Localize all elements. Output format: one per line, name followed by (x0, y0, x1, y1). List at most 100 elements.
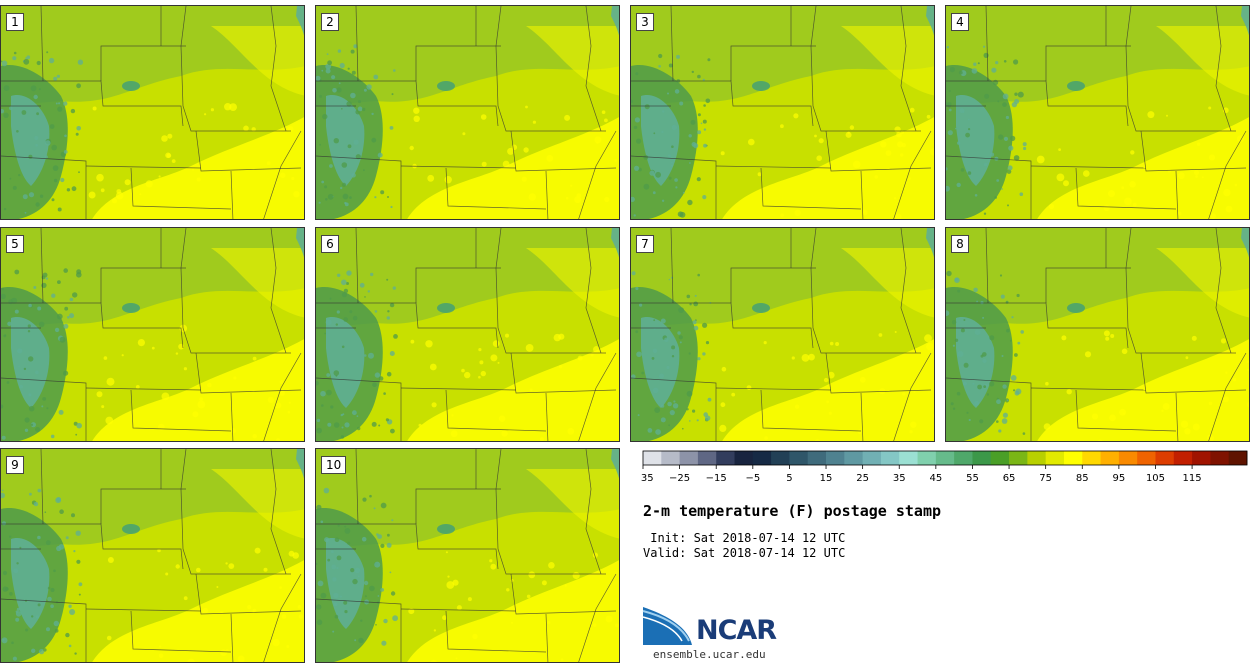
map-state-boundary (445, 167, 547, 210)
map-warm-speckle (780, 124, 784, 129)
map-warm-speckle (553, 333, 561, 342)
map-warm-speckle (525, 344, 534, 352)
map-terrain-speckle (334, 614, 339, 619)
map-terrain-speckle (686, 294, 691, 299)
stamp-panel-9[interactable]: 9 (0, 448, 305, 663)
map-warm-speckle (615, 623, 619, 628)
map-warm-speckle (829, 341, 834, 346)
map-terrain-speckle (3, 85, 10, 91)
map-warm-speckle (567, 427, 575, 435)
map-state-boundary (1030, 165, 1147, 169)
map-warm-speckle (1129, 181, 1136, 188)
map-state-boundary (130, 389, 232, 432)
stamp-panel-8[interactable]: 8 (945, 227, 1250, 442)
map-warm-speckle (107, 557, 114, 563)
map-state-boundary (415, 45, 501, 81)
stamp-panel-1[interactable]: 1 (0, 5, 305, 220)
map-terrain-speckle (359, 282, 365, 288)
colorbar-swatch (1100, 451, 1120, 465)
map-warm-speckle (298, 614, 303, 619)
map-state-boundary (230, 170, 234, 219)
map-terrain-speckle (691, 70, 694, 74)
map-warm-speckle (932, 413, 934, 418)
map-warm-speckle (251, 127, 256, 132)
map-terrain-speckle (1003, 60, 1007, 63)
map-terrain-speckle (703, 128, 707, 131)
map-warm-speckle (592, 623, 597, 627)
stamp-panel-3[interactable]: 3 (630, 5, 935, 220)
map-terrain-speckle (996, 179, 1000, 182)
map-terrain-speckle (78, 593, 81, 596)
map-terrain-speckle (998, 134, 1004, 140)
map-warm-speckle (1247, 368, 1249, 371)
stamp-panel-10[interactable]: 10 (315, 448, 620, 663)
map-state-boundary (670, 6, 674, 82)
map-terrain-speckle (976, 300, 978, 303)
map-terrain-speckle (996, 420, 999, 423)
map-terrain-speckle (636, 351, 642, 358)
map-terrain-speckle (59, 336, 66, 343)
map-terrain-speckle (33, 94, 38, 100)
map-terrain-speckle (686, 390, 693, 397)
map-state-boundary (1, 598, 87, 662)
map-state-boundary (585, 228, 602, 354)
map-terrain-speckle (337, 49, 342, 53)
map-terrain-speckle (41, 405, 44, 408)
map-terrain-speckle (319, 143, 321, 146)
map-warm-speckle (121, 354, 124, 357)
map-terrain-speckle (364, 595, 367, 598)
map-terrain-speckle (375, 624, 377, 626)
map-terrain-speckle (362, 497, 367, 502)
map-state-boundary (900, 228, 917, 354)
map-warm-speckle (780, 213, 784, 218)
map-warm-speckle (413, 107, 420, 114)
map-terrain-speckle (332, 88, 337, 93)
panel-number: 1 (6, 13, 24, 31)
map-terrain-speckle (349, 310, 353, 314)
map-terrain-speckle (390, 205, 393, 209)
map-terrain-feature (122, 524, 140, 534)
map-warm-speckle (900, 153, 904, 157)
map-warm-speckle (263, 567, 268, 572)
map-warm-speckle (548, 562, 555, 569)
map-terrain-speckle (11, 297, 18, 304)
map-terrain-speckle (366, 84, 372, 90)
map-state-boundary (1, 80, 184, 127)
map-terrain-speckle (679, 211, 686, 218)
map-eastern-region (211, 469, 304, 539)
map-warm-speckle (455, 657, 458, 660)
map-terrain-speckle (354, 567, 361, 574)
map-terrain-speckle (36, 112, 39, 116)
map-terrain-speckle (674, 89, 680, 94)
stamp-panel-5[interactable]: 5 (0, 227, 305, 442)
stamp-panel-4[interactable]: 4 (945, 5, 1250, 220)
map-terrain-speckle (387, 310, 390, 313)
map-terrain-speckle (703, 412, 708, 417)
map-terrain-speckle (37, 306, 42, 311)
panel-number: 10 (321, 456, 347, 474)
map-state-boundary (263, 573, 302, 662)
map-state-boundary (355, 6, 359, 82)
map-state-boundary (100, 267, 186, 303)
colorbar-swatch (1137, 451, 1156, 465)
map-terrain-speckle (958, 70, 963, 75)
map-lake-superior (611, 6, 619, 36)
map-warm-speckle (442, 615, 447, 621)
map-terrain-speckle (378, 424, 381, 427)
website-url[interactable]: ensemble.ucar.edu (653, 648, 766, 661)
map-warm-speckle (878, 333, 883, 337)
map-warm-speckle (1061, 335, 1067, 341)
map-terrain-speckle (668, 278, 671, 281)
stamp-panel-6[interactable]: 6 (315, 227, 620, 442)
stamp-panel-7[interactable]: 7 (630, 227, 935, 442)
map-terrain-speckle (385, 418, 389, 422)
map-state-boundary (316, 155, 402, 219)
map-terrain-speckle (62, 101, 68, 106)
map-terrain-feature (437, 524, 455, 534)
map-state-boundary (1, 302, 184, 349)
map-state-boundary (100, 488, 186, 524)
map-terrain-speckle (1001, 355, 1004, 357)
map-terrain-speckle (323, 487, 330, 494)
stamp-panel-2[interactable]: 2 (315, 5, 620, 220)
map-warm-speckle (614, 159, 617, 162)
